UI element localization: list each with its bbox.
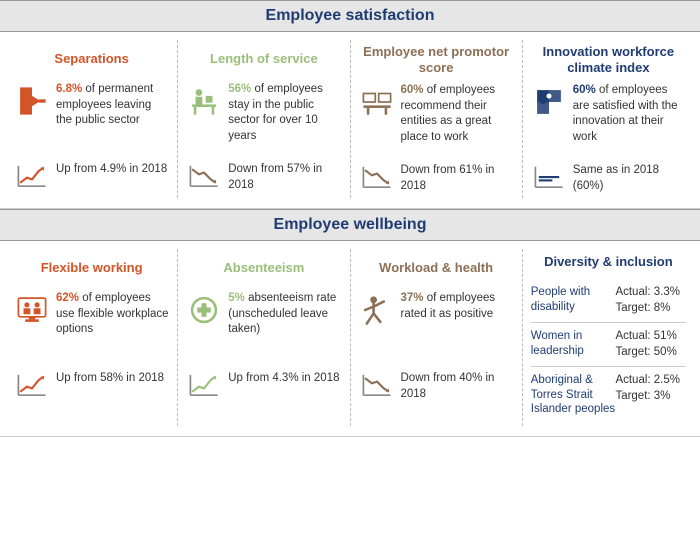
di-row: Aboriginal & Torres Strait Islander peop…: [531, 367, 686, 422]
door-exit-icon: [14, 82, 50, 118]
di-label: People with disability: [531, 285, 616, 316]
trend-down-icon: [359, 371, 395, 399]
section-title: Employee satisfaction: [0, 7, 700, 25]
metric-heading: Flexible working: [14, 253, 169, 283]
di-values: Actual: 2.5% Target: 3%: [615, 373, 686, 416]
metric-heading: Innovation workforce climate index: [531, 44, 686, 75]
stat-lead: 6.8%: [56, 83, 82, 95]
trend-text: Up from 4.3% in 2018: [222, 371, 341, 387]
di-values: Actual: 51% Target: 50%: [615, 329, 686, 360]
trend-block: Down from 57% in 2018: [186, 162, 341, 193]
row-satisfaction: Separations 6.8% of permanent employees …: [0, 40, 700, 209]
trend-flat-icon: [531, 163, 567, 191]
metric-heading: Diversity & inclusion: [531, 253, 686, 271]
stat-block: 60% of employees recommend their entitie…: [359, 83, 514, 153]
stat-lead: 60%: [401, 84, 424, 96]
di-target: Target: 8%: [615, 301, 686, 317]
metric-separations: Separations 6.8% of permanent employees …: [6, 40, 178, 198]
metric-innovation: Innovation workforce climate index 60% o…: [523, 40, 694, 198]
row-wellbeing: Flexible working 62% of employees use fl…: [0, 249, 700, 437]
stat-body: absenteeism rate (unscheduled leave take…: [228, 292, 336, 335]
di-target: Target: 50%: [615, 345, 686, 361]
section-header-satisfaction: Employee satisfaction: [0, 0, 700, 32]
stat-text: 6.8% of permanent employees leaving the …: [50, 82, 169, 129]
stat-block: 37% of employees rated it as positive: [359, 291, 514, 361]
metric-heading: Absenteeism: [186, 253, 341, 283]
desk-person-icon: [186, 82, 222, 118]
metric-absenteeism: Absenteeism 5% absenteeism rate (unsched…: [178, 249, 350, 426]
trend-down-icon: [359, 163, 395, 191]
stat-text: 5% absenteeism rate (unscheduled leave t…: [222, 291, 341, 338]
metric-heading: Employee net promotor score: [359, 44, 514, 75]
stat-block: 5% absenteeism rate (unscheduled leave t…: [186, 291, 341, 361]
stat-block: 6.8% of permanent employees leaving the …: [14, 82, 169, 152]
stat-block: 62% of employees use flexible workplace …: [14, 291, 169, 361]
stat-lead: 56%: [228, 83, 251, 95]
di-label: Women in leadership: [531, 329, 616, 360]
monitors-icon: [359, 83, 395, 119]
trend-text: Same as in 2018 (60%): [567, 163, 686, 194]
section-header-wellbeing: Employee wellbeing: [0, 209, 700, 241]
trend-block: Up from 58% in 2018: [14, 371, 169, 399]
stat-lead: 60%: [573, 84, 596, 96]
trend-up-icon: [14, 162, 50, 190]
trend-down-icon: [186, 162, 222, 190]
trend-text: Up from 4.9% in 2018: [50, 162, 169, 178]
trend-text: Up from 58% in 2018: [50, 371, 169, 387]
di-actual: Actual: 3.3%: [615, 285, 686, 301]
trend-block: Up from 4.3% in 2018: [186, 371, 341, 399]
puzzle-icon: [531, 83, 567, 119]
stat-block: 56% of employees stay in the public sect…: [186, 82, 341, 152]
trend-text: Down from 61% in 2018: [395, 163, 514, 194]
medical-cross-icon: [186, 291, 222, 327]
di-actual: Actual: 2.5%: [615, 373, 686, 389]
trend-block: Up from 4.9% in 2018: [14, 162, 169, 190]
stat-block: 60% of employees are satisfied with the …: [531, 83, 686, 153]
stat-text: 62% of employees use flexible workplace …: [50, 291, 169, 338]
trend-block: Down from 40% in 2018: [359, 371, 514, 402]
trend-up-icon: [14, 371, 50, 399]
stat-text: 60% of employees recommend their entitie…: [395, 83, 514, 145]
di-row: People with disability Actual: 3.3% Targ…: [531, 279, 686, 323]
metric-heading: Length of service: [186, 44, 341, 74]
stat-lead: 5%: [228, 292, 245, 304]
stat-lead: 37%: [401, 292, 424, 304]
di-target: Target: 3%: [615, 389, 686, 405]
screen-people-icon: [14, 291, 50, 327]
metric-length-of-service: Length of service 56% of employees stay …: [178, 40, 350, 198]
di-row: Women in leadership Actual: 51% Target: …: [531, 323, 686, 367]
stat-text: 56% of employees stay in the public sect…: [222, 82, 341, 144]
trend-up-icon: [186, 371, 222, 399]
section-title: Employee wellbeing: [0, 216, 700, 234]
stat-text: 37% of employees rated it as positive: [395, 291, 514, 322]
metric-nps: Employee net promotor score 60% of emplo…: [351, 40, 523, 198]
trend-block: Same as in 2018 (60%): [531, 163, 686, 194]
metric-workload-health: Workload & health 37% of employees rated…: [351, 249, 523, 426]
di-values: Actual: 3.3% Target: 8%: [615, 285, 686, 316]
stat-text: 60% of employees are satisfied with the …: [567, 83, 686, 145]
trend-block: Down from 61% in 2018: [359, 163, 514, 194]
metric-heading: Workload & health: [359, 253, 514, 283]
trend-text: Down from 40% in 2018: [395, 371, 514, 402]
diversity-inclusion: Diversity & inclusion People with disabi…: [523, 249, 694, 426]
metric-flexible-working: Flexible working 62% of employees use fl…: [6, 249, 178, 426]
di-label: Aboriginal & Torres Strait Islander peop…: [531, 373, 616, 416]
stat-lead: 62%: [56, 292, 79, 304]
di-actual: Actual: 51%: [615, 329, 686, 345]
stretch-person-icon: [359, 291, 395, 327]
trend-text: Down from 57% in 2018: [222, 162, 341, 193]
metric-heading: Separations: [14, 44, 169, 74]
